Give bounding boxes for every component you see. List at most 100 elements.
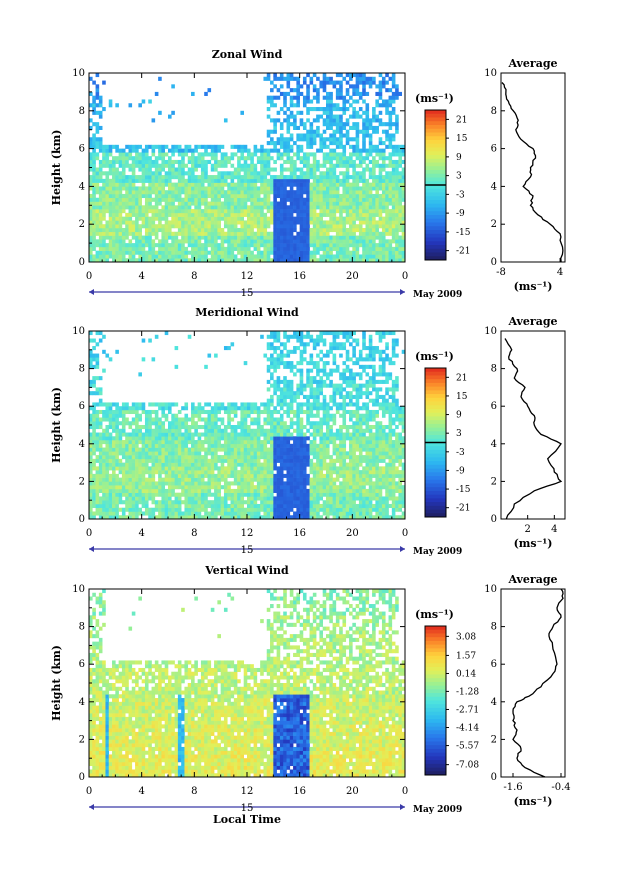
heatmap-cell: [345, 231, 350, 236]
heatmap-cell: [210, 473, 215, 478]
heatmap-cell: [388, 125, 393, 130]
heatmap-cell: [92, 246, 96, 251]
heatmap-cell: [270, 209, 274, 214]
heatmap-cell: [141, 443, 146, 448]
heatmap-cell: [260, 144, 264, 149]
heatmap-cell: [289, 224, 294, 229]
heatmap-cell: [148, 455, 152, 460]
heatmap-cell: [279, 443, 284, 448]
colorbar-tick-label: 21: [456, 115, 467, 125]
heatmap-cell: [184, 470, 189, 475]
heatmap-cell: [227, 231, 231, 236]
heatmap-cell: [243, 428, 248, 433]
heatmap-cell: [233, 246, 238, 251]
heatmap-cell: [131, 231, 136, 236]
heatmap-cell: [326, 118, 330, 123]
heatmap-cell: [217, 235, 221, 240]
heatmap-cell: [121, 409, 126, 415]
heatmap-cell: [326, 107, 330, 112]
heatmap-cell: [164, 224, 169, 229]
heatmap-cell: [335, 114, 340, 119]
heatmap-cell: [197, 254, 202, 259]
heatmap-cell: [309, 186, 314, 191]
heatmap-cell: [217, 190, 221, 195]
heatmap-cell: [355, 235, 360, 240]
heatmap-cell: [125, 258, 129, 263]
heatmap-cell: [220, 470, 225, 475]
heatmap-cell: [322, 84, 327, 89]
heatmap-cell: [381, 250, 386, 255]
heatmap-cell: [151, 246, 156, 251]
heatmap-cell: [372, 197, 376, 202]
heatmap-cell: [121, 167, 126, 172]
heatmap-cell: [273, 451, 277, 456]
heatmap-cell: [177, 258, 182, 263]
heatmap-cell: [121, 473, 126, 478]
heatmap-cell: [270, 258, 274, 263]
heatmap-cell: [335, 224, 340, 229]
heatmap-cell: [293, 152, 297, 157]
heatmap-cell: [358, 216, 363, 221]
heatmap-cell: [256, 246, 261, 251]
heatmap-cell: [174, 243, 179, 248]
heatmap-cell: [102, 190, 106, 195]
heatmap-cell: [342, 125, 347, 130]
month-label: May 2009: [413, 290, 462, 300]
heatmap-cell: [168, 481, 172, 486]
heatmap-cell: [138, 209, 142, 214]
heatmap-cell: [270, 458, 274, 463]
heatmap-cell: [171, 216, 175, 221]
heatmap-cell: [326, 224, 330, 229]
heatmap-cell: [138, 239, 142, 244]
heatmap-cell: [256, 156, 261, 161]
heatmap-cell: [177, 466, 182, 471]
heatmap-cell: [273, 224, 277, 229]
heatmap-cell: [102, 224, 106, 229]
heatmap-cell: [194, 224, 198, 229]
heatmap-cell: [204, 220, 208, 225]
heatmap-cell: [118, 163, 123, 168]
heatmap-cell: [207, 409, 212, 415]
heatmap-cell: [207, 205, 212, 210]
heatmap-cell: [207, 485, 212, 490]
heatmap-cell: [220, 175, 225, 180]
heatmap-cell: [171, 447, 175, 452]
heatmap-cell: [115, 515, 119, 520]
heatmap-cell: [332, 209, 337, 214]
heatmap-cell: [187, 458, 192, 463]
heatmap-cell: [184, 511, 189, 516]
heatmap-cell: [187, 428, 192, 433]
heatmap-cell: [135, 186, 139, 191]
heatmap-cell: [273, 76, 277, 81]
heatmap-cell: [270, 246, 274, 251]
heatmap-cell: [319, 178, 324, 183]
heatmap-cell: [372, 239, 376, 244]
heatmap-cell: [365, 122, 370, 127]
heatmap-cell: [98, 511, 103, 516]
heatmap-cell: [210, 167, 215, 172]
heatmap-cell: [286, 129, 291, 134]
heatmap-cell: [158, 462, 162, 467]
heatmap-cell: [187, 417, 192, 422]
heatmap-cell: [171, 84, 175, 89]
heatmap-cell: [92, 436, 96, 441]
heatmap-cell: [276, 364, 281, 369]
heatmap-cell: [144, 425, 149, 430]
heatmap-cell: [349, 163, 353, 168]
heatmap-cell: [332, 118, 337, 123]
heatmap-cell: [279, 122, 284, 127]
heatmap-cell: [358, 224, 363, 229]
heatmap-cell: [194, 507, 198, 512]
heatmap-cell: [279, 342, 284, 347]
heatmap-cell: [316, 125, 320, 130]
colorbar-tick-label: -15: [456, 228, 471, 238]
heatmap-cell: [299, 254, 304, 259]
heatmap-cell: [289, 258, 294, 263]
heatmap-cell: [273, 428, 277, 433]
heatmap-cell: [141, 473, 146, 478]
heatmap-cell: [144, 190, 149, 195]
heatmap-cell: [266, 500, 271, 505]
heatmap-cell: [395, 178, 399, 183]
heatmap-cell: [365, 246, 370, 251]
